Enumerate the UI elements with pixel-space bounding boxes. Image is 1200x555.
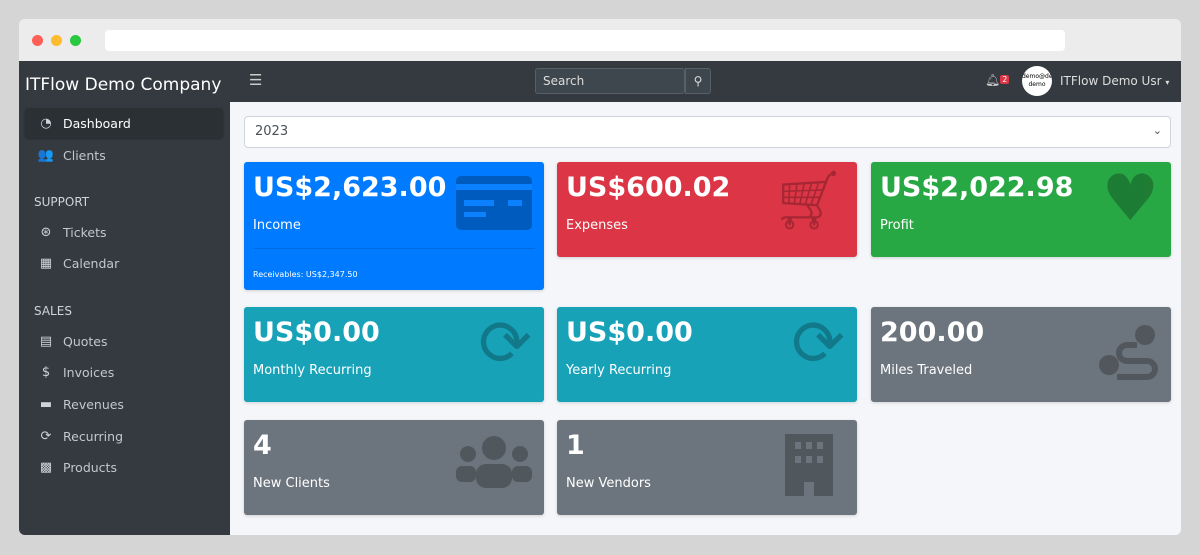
sidebar-item-calendar[interactable]: ▦ Calendar <box>25 248 223 278</box>
hamburger-menu-icon[interactable]: ☰ <box>249 71 263 89</box>
year-value: 2023 <box>255 124 289 139</box>
caret-down-icon: ▾ <box>1165 78 1170 87</box>
maximize-dot-icon[interactable] <box>70 35 81 46</box>
nav-label: Dashboard <box>63 115 131 131</box>
card-label: New Vendors <box>566 476 651 491</box>
card-label: Income <box>253 218 301 233</box>
sidebar-item-tickets[interactable]: ⊛ Tickets <box>25 217 223 247</box>
card-value: 200.00 <box>880 317 985 348</box>
sidebar-item-products[interactable]: ▩ Products <box>25 452 223 482</box>
bell-icon: 🔔︎ <box>985 73 1001 87</box>
nav-label: Tickets <box>63 224 107 240</box>
miles-traveled-card[interactable]: 200.00 Miles Traveled <box>871 307 1171 402</box>
year-select[interactable]: 2023 ⌄ <box>244 116 1171 148</box>
card-label: New Clients <box>253 476 330 491</box>
card-value: 4 <box>253 430 272 461</box>
heart-icon: ♥ <box>1101 162 1159 236</box>
card-label: Miles Traveled <box>880 363 973 378</box>
chevron-down-icon: ⌄ <box>1152 124 1162 137</box>
nav-label: Products <box>63 459 117 475</box>
building-icon <box>785 434 833 496</box>
profit-card[interactable]: US$2,022.98 Profit ♥ <box>871 162 1171 257</box>
brand[interactable]: ITFlow Demo Company <box>25 75 222 95</box>
life-ring-icon: ⊛ <box>40 224 52 240</box>
receivables-text: Receivables: US$2,347.50 <box>253 270 358 279</box>
card-value: US$0.00 <box>253 317 380 348</box>
credit-card-icon <box>456 176 532 230</box>
yearly-recurring-card[interactable]: US$0.00 Yearly Recurring ⟳ <box>557 307 857 402</box>
monthly-recurring-card[interactable]: US$0.00 Monthly Recurring ⟳ <box>244 307 544 402</box>
nav-label: Clients <box>63 147 106 163</box>
nav-label: Quotes <box>63 333 108 349</box>
sidebar-item-revenues[interactable]: ▬ Revenues <box>25 389 223 419</box>
card-label: Monthly Recurring <box>253 363 372 378</box>
sidebar-item-recurring[interactable]: ⟳ Recurring <box>25 421 223 451</box>
address-bar[interactable] <box>105 30 1065 51</box>
sidebar-item-clients[interactable]: 👥 Clients <box>25 140 223 170</box>
sync-icon: ⟳ <box>791 307 845 381</box>
new-vendors-card[interactable]: 1 New Vendors <box>557 420 857 515</box>
card-value: 1 <box>566 430 585 461</box>
sync-icon: ⟳ <box>40 428 52 444</box>
sync-icon: ⟳ <box>478 307 532 381</box>
expenses-card[interactable]: US$600.02 Expenses 🛒︎ <box>557 162 857 257</box>
new-clients-card[interactable]: 4 New Clients <box>244 420 544 515</box>
search-placeholder: Search <box>543 74 585 88</box>
users-icon <box>456 436 532 488</box>
invoice-icon: $ <box>41 364 51 380</box>
browser-window: ITFlow Demo Company ◔ Dashboard 👥 Clients … <box>19 19 1181 535</box>
notifications-button[interactable]: 🔔︎ 2 <box>985 73 1010 87</box>
nav-label: Recurring <box>63 428 123 444</box>
shopping-cart-icon: 🛒︎ <box>771 166 845 234</box>
card-label: Profit <box>880 218 914 233</box>
section-header-sales: SALES <box>34 304 72 318</box>
card-value: US$2,623.00 <box>253 172 447 203</box>
minimize-dot-icon[interactable] <box>51 35 62 46</box>
income-card[interactable]: US$2,623.00 Income Receivables: US$2,347… <box>244 162 544 290</box>
users-icon: 👥 <box>37 147 55 163</box>
card-label: Expenses <box>566 218 628 233</box>
search-input[interactable]: Search <box>535 68 685 94</box>
top-navbar: ☰ Search ⚲ 🔔︎2 demo@demo demo ITFlow Dem… <box>230 61 1181 102</box>
sidebar-item-dashboard[interactable]: ◔ Dashboard <box>25 108 223 138</box>
browser-chrome <box>19 19 1181 61</box>
main-content: 2023 ⌄ US$2,623.00 Income Receivables: US… <box>230 102 1181 535</box>
route-icon <box>1099 325 1158 380</box>
notification-badge: 2 <box>1000 75 1010 84</box>
search-icon: ⚲ <box>693 74 703 88</box>
card-label: Yearly Recurring <box>566 363 672 378</box>
nav-label: Invoices <box>63 364 115 380</box>
calendar-icon: ▦ <box>39 255 53 271</box>
user-menu[interactable]: ITFlow Demo Usr ▾ <box>1060 74 1169 88</box>
nav-label: Revenues <box>63 396 124 412</box>
sidebar-item-invoices[interactable]: $ Invoices <box>25 357 223 387</box>
box-icon: ▩ <box>39 459 53 475</box>
credit-card-icon: ▬ <box>39 396 53 412</box>
card-value: US$2,022.98 <box>880 172 1074 203</box>
close-dot-icon[interactable] <box>32 35 43 46</box>
nav-label: Calendar <box>63 255 120 271</box>
section-header-support: SUPPORT <box>34 195 90 209</box>
divider <box>253 248 535 249</box>
avatar[interactable]: demo@demo demo <box>1022 66 1052 96</box>
card-value: US$0.00 <box>566 317 693 348</box>
card-value: US$600.02 <box>566 172 731 203</box>
file-icon: ▤ <box>39 333 53 349</box>
user-name: ITFlow Demo Usr <box>1060 74 1162 88</box>
sidebar: ITFlow Demo Company ◔ Dashboard 👥 Clients … <box>19 61 230 535</box>
sidebar-item-quotes[interactable]: ▤ Quotes <box>25 326 223 356</box>
tachometer-icon: ◔ <box>40 115 52 131</box>
search-button[interactable]: ⚲ <box>685 68 711 94</box>
